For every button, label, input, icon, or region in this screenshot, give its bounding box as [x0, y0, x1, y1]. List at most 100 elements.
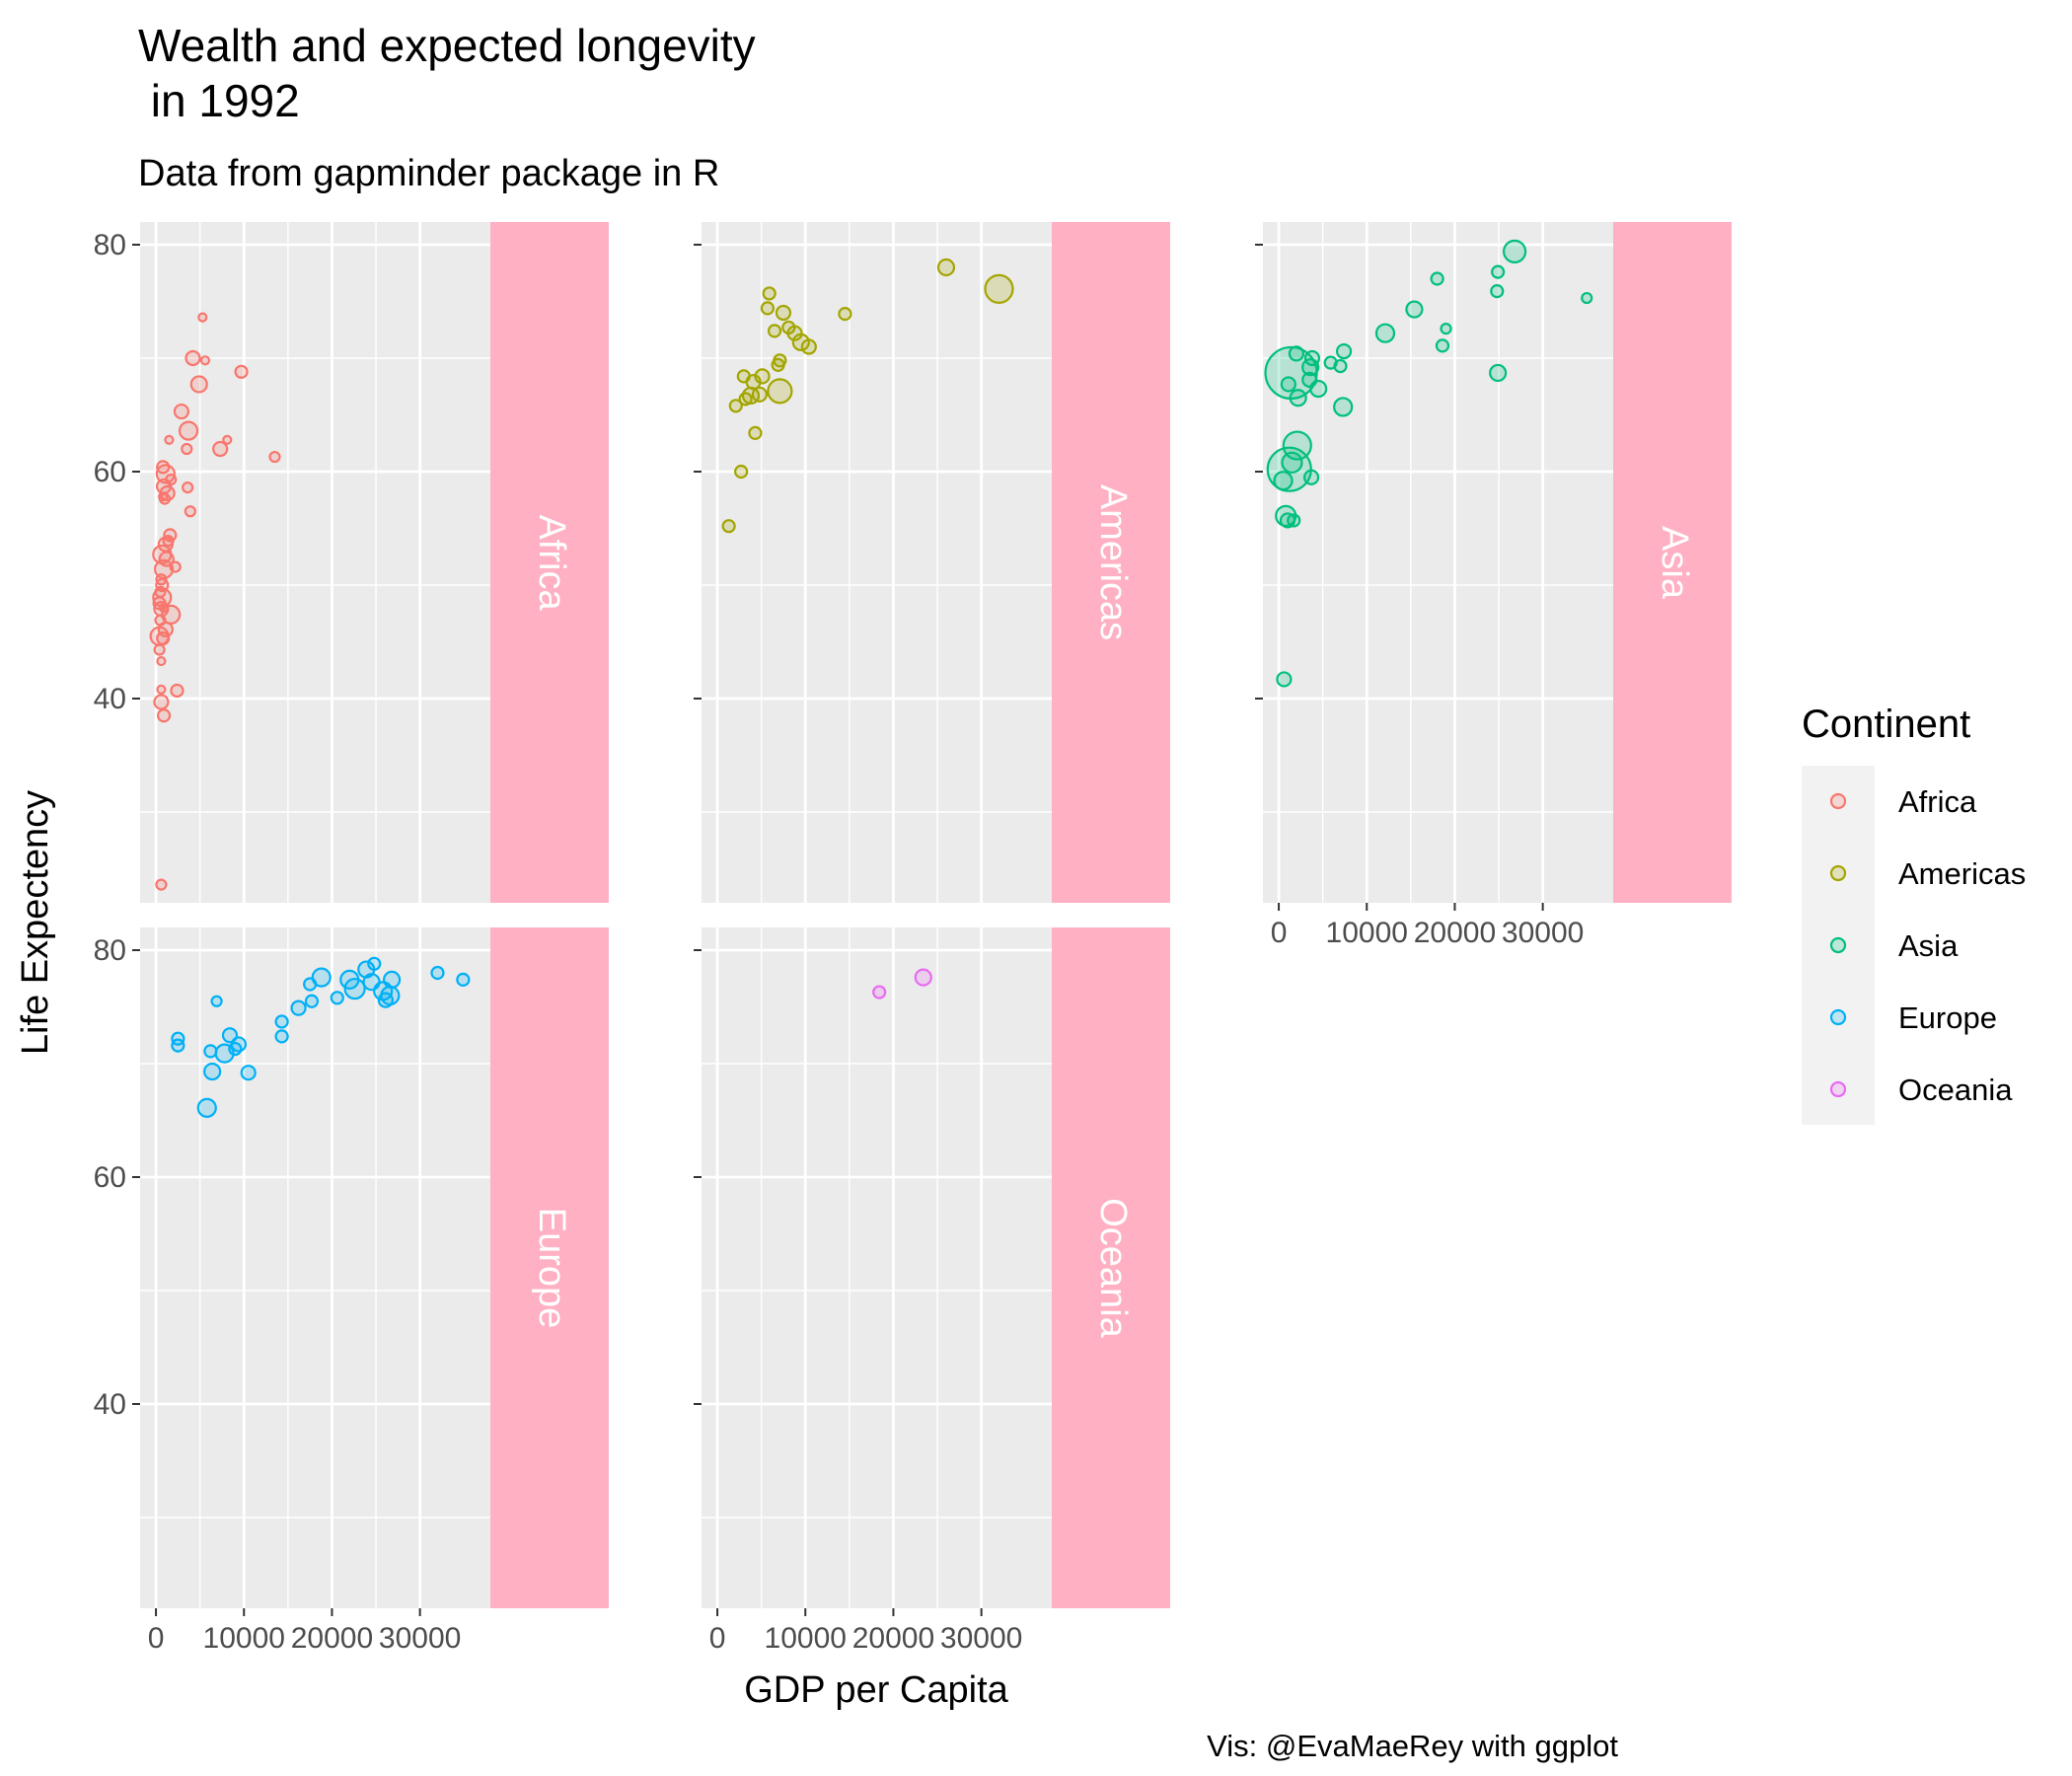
panel-background [140, 927, 490, 1608]
data-point [1309, 379, 1328, 399]
data-point [984, 273, 1014, 304]
chart-subtitle: Data from gapminder package in R [138, 153, 719, 194]
data-point [156, 708, 172, 723]
data-point [214, 1043, 235, 1064]
x-axis-title: GDP per Capita [744, 1669, 1008, 1711]
data-point [456, 972, 471, 988]
data-point [311, 967, 332, 988]
data-point [156, 630, 171, 646]
data-point [173, 403, 190, 420]
data-point [791, 333, 810, 351]
points-asia [1264, 239, 1593, 688]
data-point [330, 991, 344, 1005]
chart-title-line1: Wealth and expected longevity [138, 20, 756, 71]
legend-label: Oceania [1898, 1073, 2013, 1107]
y-tick-label: 40 [94, 1388, 126, 1421]
data-point [184, 505, 196, 518]
data-point [936, 258, 956, 277]
legend-label: Americas [1898, 856, 2026, 891]
data-point [1302, 469, 1320, 485]
x-tick-label: 0 [709, 1622, 726, 1655]
strip-label-americas: Americas [1092, 484, 1134, 640]
legend-key [1829, 1008, 1847, 1026]
data-point [760, 301, 775, 316]
data-point [212, 440, 229, 458]
data-point [343, 977, 366, 1000]
data-point [182, 481, 194, 494]
data-point [767, 324, 782, 338]
data-point [158, 492, 172, 505]
data-point [304, 994, 320, 1008]
data-point [838, 307, 852, 322]
legend-item-americas: Americas [1829, 856, 2026, 891]
data-point [268, 450, 281, 464]
strip-africa [490, 222, 609, 903]
data-point [1440, 323, 1452, 335]
x-tick-label: 10000 [1326, 917, 1408, 949]
panel-background [1263, 222, 1613, 903]
data-point [199, 355, 211, 366]
data-point [1287, 513, 1301, 528]
data-point [290, 999, 307, 1016]
data-point [153, 558, 175, 580]
data-point [1333, 397, 1354, 417]
legend-title: Continent [1802, 703, 1970, 746]
y-tick-label: 80 [94, 229, 126, 261]
strip-europe [490, 927, 609, 1608]
x-tick-label: 20000 [852, 1622, 934, 1655]
data-point [222, 434, 233, 445]
data-point [303, 977, 318, 992]
data-point [748, 425, 763, 440]
data-point [185, 349, 201, 367]
data-point [178, 420, 199, 441]
panel-background [140, 222, 490, 903]
data-point [1333, 358, 1348, 374]
data-point [1489, 363, 1508, 383]
x-tick-label: 0 [1271, 917, 1288, 949]
legend-entries: Africa Americas Asia Europe Oceania [1829, 784, 2026, 1107]
legend-key-background [1802, 766, 1875, 1125]
data-point [1405, 300, 1424, 319]
data-point [155, 878, 168, 891]
legend-item-africa: Africa [1829, 784, 1977, 819]
data-point [872, 985, 887, 999]
strip-americas [1052, 222, 1170, 903]
chart-title-line2: in 1992 [138, 75, 300, 126]
data-point [203, 1044, 218, 1059]
data-point [1289, 389, 1307, 407]
data-point [800, 338, 817, 355]
data-point [767, 378, 793, 405]
data-point [775, 304, 792, 322]
legend-item-asia: Asia [1829, 928, 1959, 963]
data-point [1374, 323, 1396, 343]
x-tick-label: 10000 [765, 1622, 847, 1655]
panel-background [702, 927, 1052, 1608]
x-tick-label: 20000 [291, 1622, 373, 1655]
data-point [170, 683, 185, 699]
legend-key [1829, 792, 1847, 810]
data-point [1430, 271, 1444, 286]
data-point [1581, 291, 1593, 305]
data-point [786, 325, 803, 341]
caption: Vis: @EvaMaeRey with ggplot [1207, 1729, 1618, 1763]
data-point [181, 442, 193, 456]
points-europe [171, 956, 471, 1118]
data-point [738, 392, 753, 407]
legend-label: Asia [1898, 928, 1959, 963]
data-point [1288, 345, 1304, 362]
legend-item-oceania: Oceania [1829, 1073, 2013, 1107]
strip-label-oceania: Oceania [1092, 1198, 1134, 1338]
legend: Continent Africa Americas Asia Europe Oceani… [1802, 703, 2026, 1125]
data-point [156, 684, 167, 695]
panel-oceania: Oceania [702, 927, 1170, 1608]
data-point [156, 655, 167, 667]
x-tick-label: 10000 [203, 1622, 285, 1655]
data-point [240, 1065, 257, 1081]
points-americas [721, 258, 1014, 534]
data-point [1435, 338, 1450, 353]
x-tick-label: 20000 [1414, 917, 1496, 949]
data-point [1280, 376, 1296, 393]
data-point [196, 1097, 217, 1118]
data-point [197, 312, 208, 323]
